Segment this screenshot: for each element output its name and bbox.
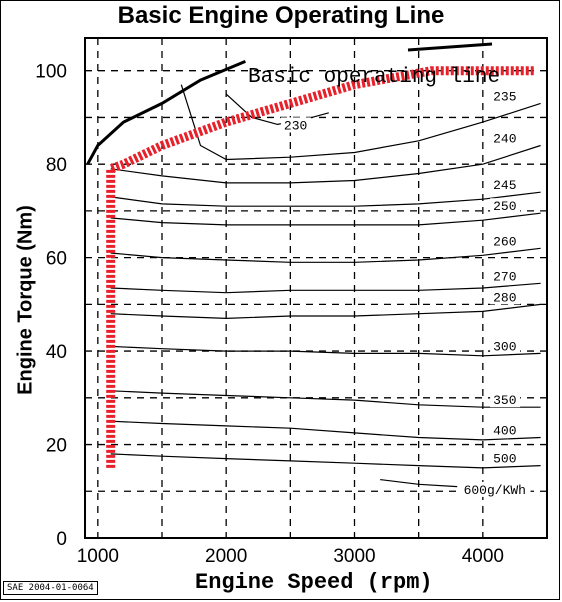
- axis-ticks: 1000 2000 3000 4000 0 20 40 60 80 100: [35, 62, 504, 567]
- y-axis-label: Engine Torque (Nm): [14, 205, 37, 395]
- contour-label-bg: [490, 268, 521, 284]
- max-torque-curve: [86, 60, 246, 165]
- contour-line: [110, 420, 541, 441]
- contour-label: 260: [493, 234, 516, 249]
- x-tick-label: 2000: [205, 546, 247, 567]
- contour-label-bg: [490, 130, 521, 146]
- annotation-leader: [407, 42, 493, 52]
- annotation-label: Basic operating line: [248, 66, 500, 89]
- contour-label: 600g/KWh: [464, 483, 526, 498]
- x-axis-label: Engine Speed (rpm): [195, 570, 433, 595]
- y-tick-label: 40: [46, 342, 67, 363]
- source-label: SAE 2004-01-0064: [3, 581, 98, 595]
- contour-label: 230: [284, 118, 307, 133]
- contour-label: 500: [493, 452, 516, 467]
- contour-label: 235: [493, 89, 516, 104]
- contour-label: 270: [493, 269, 516, 284]
- grid-lines: [85, 38, 548, 538]
- contour-label-bg: [490, 289, 521, 305]
- contour-line: [110, 453, 541, 469]
- operating-line-curve: [106, 66, 535, 468]
- bsfc-contours: 230 235 240 245 250 260 270 280 300 350 400 500 600g…: [110, 84, 541, 498]
- contour-label-bg: [490, 392, 521, 408]
- x-tick-label: 3000: [333, 546, 375, 567]
- contour-label-bg: [490, 450, 521, 466]
- contour-line: [225, 93, 329, 126]
- contour-line: [110, 345, 541, 357]
- contour-label-bg: [490, 198, 521, 214]
- contour-line: [110, 191, 541, 207]
- contour-line: [110, 212, 541, 226]
- y-tick-label: 20: [46, 436, 67, 457]
- contour-label-bg: [490, 177, 521, 193]
- y-tick-label: 0: [56, 529, 67, 550]
- contour-label: 350: [493, 393, 516, 408]
- contour-label: 280: [493, 290, 516, 305]
- y-tick-label: 80: [46, 155, 67, 176]
- contour-label: 300: [493, 339, 516, 354]
- contour-line: [380, 479, 458, 488]
- contour-label-bg: [280, 117, 311, 133]
- contour-line: [180, 84, 541, 161]
- contour-line: [110, 247, 541, 263]
- contour-label-bg: [490, 338, 521, 354]
- contour-line: [110, 144, 541, 184]
- contour-line: [110, 282, 541, 294]
- x-tick-label: 4000: [462, 546, 504, 567]
- y-tick-label: 100: [35, 62, 67, 83]
- contour-label: 400: [493, 424, 516, 439]
- y-tick-label: 60: [46, 249, 67, 270]
- contour-line: [110, 303, 541, 320]
- contour-label-bg: [490, 88, 521, 104]
- max-torque-line: [86, 60, 246, 165]
- x-tick-label: 1000: [77, 546, 119, 567]
- contour-line: [110, 390, 541, 408]
- operating-line: [106, 66, 535, 468]
- contour-label: 240: [493, 131, 516, 146]
- contour-label: 245: [493, 178, 516, 193]
- chart-title: Basic Engine Operating Line: [117, 2, 445, 29]
- contour-label-bg: [490, 422, 521, 438]
- contour-label-bg: [490, 233, 521, 249]
- contour-label: 250: [493, 199, 516, 214]
- contour-label-bg: [460, 481, 531, 497]
